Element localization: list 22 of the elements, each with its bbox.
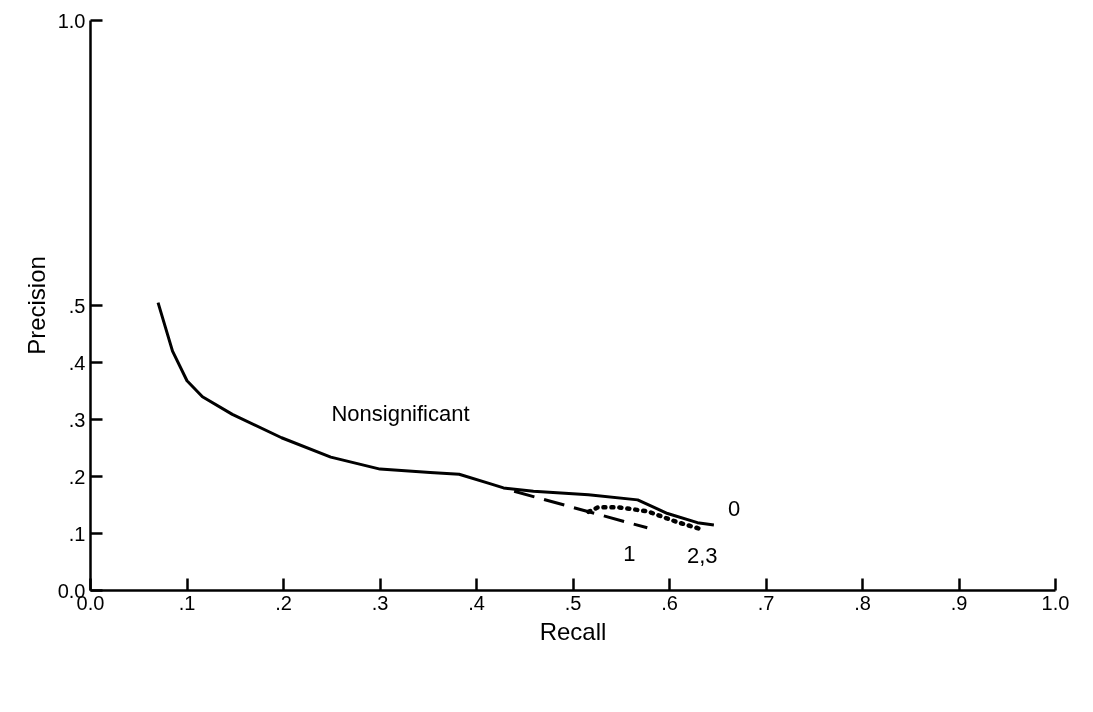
x-tick-label: .4 [468, 591, 485, 614]
x-tick-label: .5 [564, 591, 582, 614]
x-tick-label: .8 [854, 591, 871, 614]
y-tick-label: .3 [68, 408, 86, 431]
y-tick-label: 1.0 [57, 9, 86, 32]
annotation: Nonsignificant [331, 401, 470, 427]
y-tick-label: .5 [68, 294, 86, 317]
x-tick-label: .1 [178, 591, 196, 614]
x-tick-label: .7 [757, 591, 775, 614]
x-tick-label: 1.0 [1041, 591, 1070, 614]
y-axis-title: Precision [22, 256, 50, 355]
x-tick-label: .6 [661, 591, 678, 614]
x-tick-label: .2 [275, 591, 292, 614]
y-tick-label: .4 [68, 351, 86, 374]
series-label: 2,3 [687, 543, 718, 569]
x-tick-label: .3 [371, 591, 389, 614]
y-tick-label: .1 [68, 522, 86, 545]
x-tick-label: .9 [950, 591, 968, 614]
y-tick-label: .2 [68, 465, 86, 488]
x-axis-title: Recall [539, 617, 607, 645]
series-label: 1 [623, 541, 636, 567]
series-label: 0 [727, 496, 741, 522]
